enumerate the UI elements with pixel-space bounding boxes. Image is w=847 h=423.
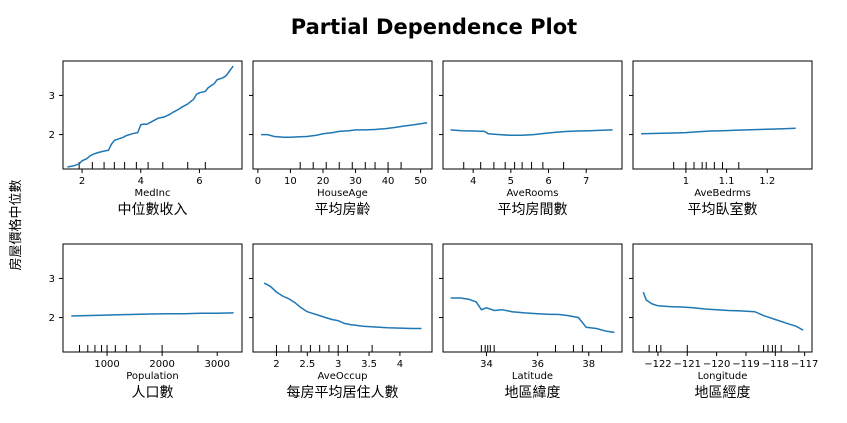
x-tick-label: 3000: [204, 359, 229, 370]
x-tick-label: 30: [349, 176, 362, 187]
x-tick-label: 1: [683, 176, 689, 187]
x-tick-label: 1000: [94, 359, 119, 370]
x-tick-label: 10: [284, 176, 297, 187]
x-axis-label: AveRooms: [506, 188, 558, 199]
x-tick-label: 2.5: [299, 359, 315, 370]
x-tick-label: 36: [531, 359, 544, 370]
x-tick-label: 1.2: [759, 176, 775, 187]
subplot-caption: 平均臥室數: [688, 201, 758, 218]
figure-ylabel: 房屋價格中位數: [8, 179, 24, 270]
x-tick-label: 2: [273, 359, 279, 370]
figure-title: Partial Dependence Plot: [291, 15, 577, 39]
x-tick-label: −121: [674, 359, 701, 370]
y-tick-label: 3: [49, 91, 55, 102]
partial-dependence-line: [450, 297, 615, 334]
subplot-latitude: 34 36 38 Latitude 地區緯度: [439, 243, 623, 401]
x-tick-label: 34: [480, 359, 493, 370]
x-axis-label: AveBedrms: [694, 188, 751, 199]
subplot-medinc: 2 3 2 4 6 MedInc 中位數收入: [49, 60, 243, 218]
x-axis-label: HouseAge: [317, 188, 368, 199]
subplot-caption: 每房平均居住人數: [287, 385, 399, 401]
partial-dependence-line: [263, 282, 422, 330]
x-axis-label: MedInc: [135, 188, 171, 199]
partial-dependence-line: [450, 129, 613, 137]
partial-dependence-line: [641, 127, 796, 135]
x-axis-label: Latitude: [512, 371, 553, 382]
x-tick-label: 3.5: [361, 359, 377, 370]
x-tick-label: 6: [545, 176, 551, 187]
subplot-population: 2 3 1000 2000 3000 Population 人口數: [49, 243, 243, 401]
x-tick-label: 4: [397, 359, 403, 370]
axes-frame: [252, 60, 433, 170]
axes-frame: [442, 60, 623, 170]
subplot-avebedrms: 1 1.1 1.2 AveBedrms 平均臥室數: [629, 60, 813, 218]
axes-frame: [62, 60, 243, 170]
subplot-caption: 平均房間數: [498, 202, 568, 218]
y-tick-label: 2: [49, 130, 55, 141]
x-tick-label: 5: [508, 176, 514, 187]
x-tick-label: 4: [470, 176, 476, 187]
x-axis-label: AveOccup: [318, 371, 368, 382]
axes-frame: [632, 60, 813, 170]
x-tick-label: 50: [414, 176, 427, 187]
x-tick-label: −122: [644, 359, 671, 370]
subplot-caption: 地區經度: [695, 385, 751, 401]
y-tick-label: 3: [49, 274, 55, 285]
partial-dependence-line: [67, 65, 234, 168]
x-axis-label: Population: [126, 371, 179, 382]
subplot-houseage: 0 10 20 30 40 50 HouseAge 平均房齡: [249, 60, 433, 218]
subplot-caption: 中位數收入: [118, 202, 188, 218]
subplot-caption: 地區緯度: [505, 385, 561, 401]
x-tick-label: 6: [196, 176, 202, 187]
axes-frame: [632, 243, 813, 353]
x-tick-label: 2: [79, 176, 85, 187]
subplot-averooms: 4 5 6 7 AveRooms 平均房間數: [439, 60, 623, 218]
subplot-aveoccup: 2 2.5 3 3.5 4 AveOccup 每房平均居住人數: [249, 243, 433, 401]
x-tick-label: −118: [762, 359, 789, 370]
partial-dependence-line: [71, 312, 234, 317]
axes-frame: [252, 243, 433, 353]
x-tick-label: 0: [255, 176, 261, 187]
x-tick-label: 7: [583, 176, 589, 187]
subplot-grid: 2 3 2 4 6 MedInc 中位數收入 0 10 20 30 40 50 HouseAge 平均房齡 4…: [49, 60, 818, 401]
x-tick-label: 2000: [149, 359, 174, 370]
x-tick-label: −119: [732, 359, 759, 370]
axes-frame: [442, 243, 623, 353]
x-tick-label: 38: [582, 359, 595, 370]
subplot-caption: 平均房齡: [315, 202, 371, 218]
y-tick-label: 2: [49, 313, 55, 324]
partial-dependence-line: [642, 291, 804, 331]
x-axis-label: Longitude: [698, 371, 748, 382]
x-tick-label: −120: [703, 359, 730, 370]
x-tick-label: 1.1: [719, 176, 735, 187]
axes-frame: [62, 243, 243, 353]
x-tick-label: 4: [138, 176, 144, 187]
subplot-longitude: −122 −121 −120 −119 −118 −117 Longitude 地區經度: [629, 243, 818, 401]
x-tick-label: 3: [335, 359, 341, 370]
subplot-caption: 人口數: [132, 385, 174, 401]
partial-dependence-line: [261, 122, 428, 139]
x-tick-label: −117: [791, 359, 818, 370]
x-tick-label: 20: [317, 176, 330, 187]
x-tick-label: 40: [382, 176, 395, 187]
